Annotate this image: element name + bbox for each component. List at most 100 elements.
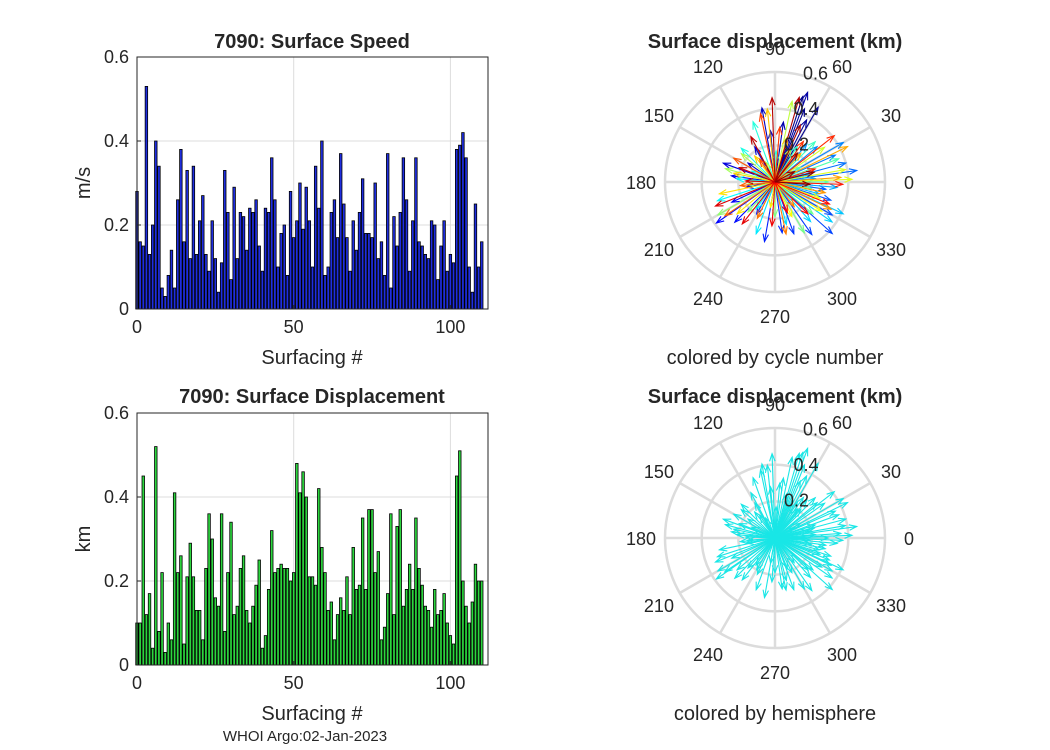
bar (232, 614, 236, 666)
displacement-arrow (774, 95, 801, 183)
y-tick-label: 0 (119, 655, 129, 675)
bar (270, 530, 274, 666)
bar (194, 610, 199, 666)
bar (467, 622, 471, 666)
displacement-arrow (774, 537, 813, 592)
angle-label: 30 (881, 462, 901, 482)
compass-cycle-title: Surface displacement (km) (648, 31, 903, 53)
bar (226, 211, 230, 310)
displacement-arrow (769, 537, 776, 584)
displacement-arrow (774, 181, 815, 215)
bar (292, 572, 296, 666)
bar (342, 203, 346, 310)
bar (263, 207, 268, 310)
displacement-ticks: 0 50 100 0 0.2 0.4 0.6 (104, 403, 465, 693)
displacement-arrow (723, 181, 776, 217)
bar (273, 572, 277, 666)
bar (317, 488, 321, 666)
displacement-arrow (774, 507, 799, 539)
bar (241, 216, 246, 310)
displacement-arrow (774, 170, 816, 183)
bar (382, 626, 387, 666)
displacement-arrow (750, 135, 776, 183)
bar (455, 148, 459, 310)
bar (398, 211, 402, 310)
displacement-xlabel: Surfacing # (261, 703, 363, 725)
bar (389, 513, 393, 666)
angle-label: 240 (693, 289, 723, 309)
bar (154, 446, 158, 666)
bar (204, 253, 208, 310)
angle-label: 330 (876, 240, 906, 260)
bar (219, 262, 224, 310)
displacement-arrow (774, 181, 813, 236)
compass-hemisphere-arrows (714, 446, 859, 600)
compass-hemisphere-caption: colored by hemisphere (674, 703, 876, 725)
bar (451, 643, 456, 666)
bar (332, 639, 337, 666)
displacement-arrow (774, 479, 802, 539)
bar (185, 576, 189, 666)
bar (141, 475, 145, 666)
bar (348, 270, 352, 310)
bar (367, 509, 371, 666)
displacement-arrow (740, 503, 776, 539)
bar (141, 245, 145, 310)
bar (448, 253, 453, 310)
displacement-arrow (740, 152, 776, 183)
bar (245, 249, 249, 310)
bar (339, 597, 343, 666)
displacement-arrow (774, 181, 788, 236)
bar (326, 266, 330, 310)
bar (455, 475, 459, 666)
bar (204, 568, 208, 666)
bar (304, 186, 308, 310)
displacement-arrow (774, 537, 833, 567)
bar (436, 614, 440, 666)
footer-text: WHOI Argo:02-Jan-2023 (223, 728, 387, 745)
bar (392, 614, 396, 666)
displacement-arrow (774, 181, 831, 205)
displacement-bars (135, 446, 484, 666)
displacement-arrow (774, 181, 785, 235)
bar (292, 237, 296, 310)
bar (426, 258, 431, 310)
displacement-arrow (758, 112, 776, 183)
displacement-arrow (752, 120, 776, 183)
displacement-ylabel: km (73, 526, 95, 553)
displacement-arrow (714, 537, 776, 563)
displacement-arrow (774, 90, 809, 183)
bar (282, 568, 286, 666)
compass-hemisphere-title: Surface displacement (km) (648, 386, 903, 408)
bar (373, 572, 377, 666)
displacement-arrow (774, 181, 827, 195)
bar (157, 165, 161, 310)
displacement-arrow (774, 167, 847, 183)
bar (179, 555, 183, 666)
bar (476, 266, 481, 310)
displacement-arrow (740, 508, 776, 539)
bar (216, 605, 221, 666)
bar (473, 563, 478, 666)
bar (445, 622, 449, 666)
bar (285, 568, 290, 666)
displacement-arrow (774, 180, 812, 188)
bar (395, 526, 399, 666)
y-tick-label: 0.6 (104, 403, 129, 423)
displacement-arrow (716, 181, 776, 216)
bar (201, 195, 205, 310)
bar (360, 178, 365, 310)
displacement-arrow (732, 171, 776, 183)
angle-label: 270 (760, 307, 790, 327)
angle-label: 90 (765, 395, 785, 415)
bar (351, 547, 355, 666)
bar (288, 580, 293, 666)
bar (166, 274, 170, 310)
displacement-arrow (774, 181, 788, 215)
x-tick-label: 0 (132, 673, 142, 693)
displacement-arrow (774, 125, 783, 183)
bar (417, 241, 421, 310)
bar (326, 610, 330, 666)
displacement-arrow (750, 491, 776, 539)
displacement-arrow (738, 537, 776, 545)
